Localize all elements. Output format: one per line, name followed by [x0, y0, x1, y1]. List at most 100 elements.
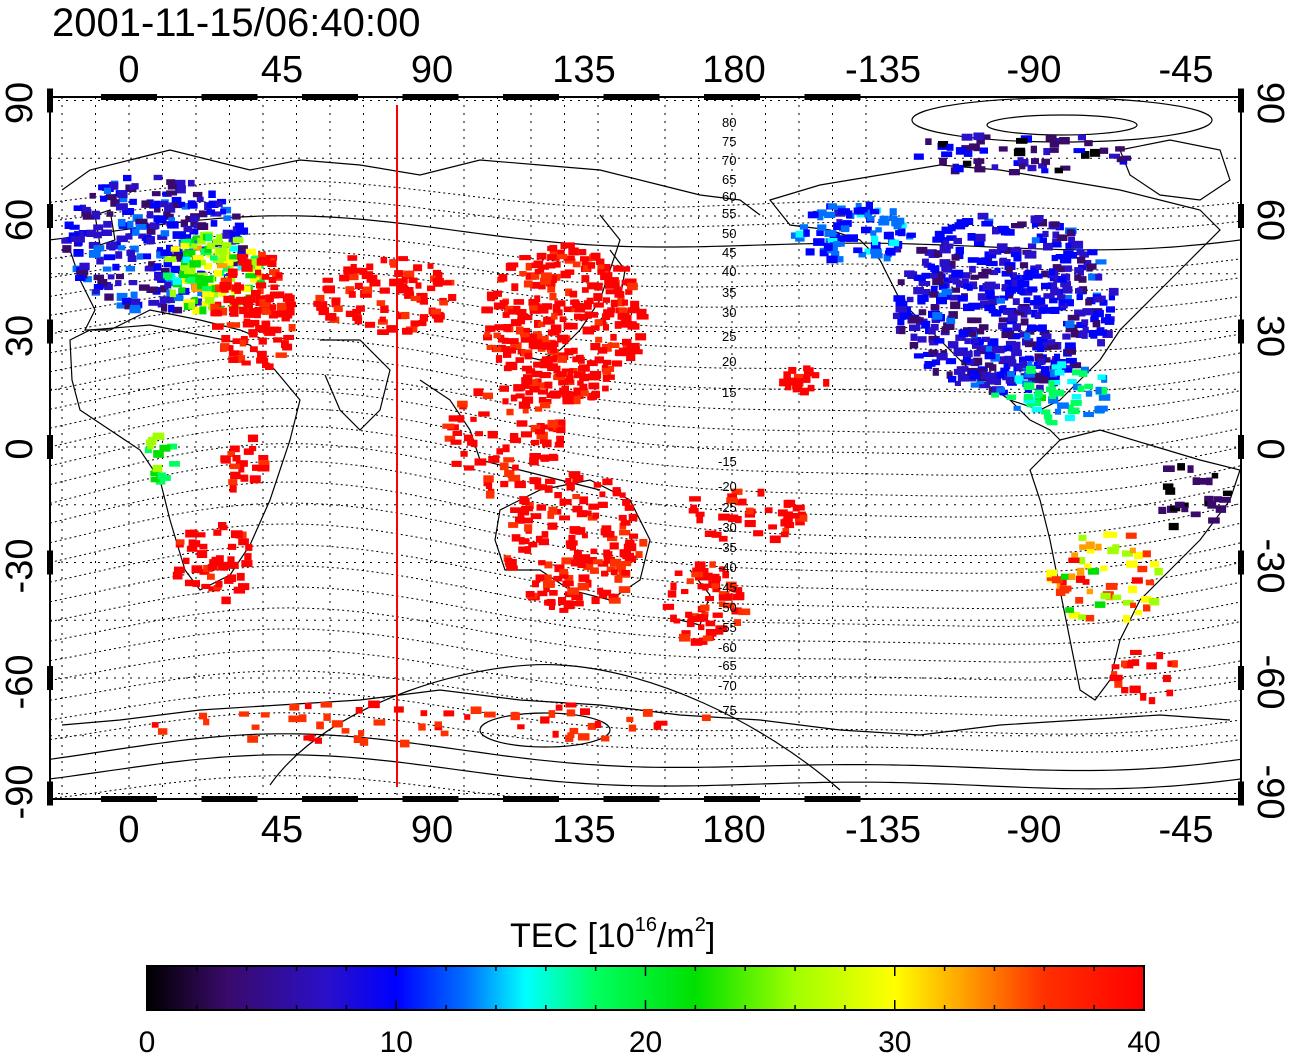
lat-tick-label: 30: [1249, 315, 1291, 357]
tec-sample: [525, 368, 536, 374]
tec-sample: [565, 600, 574, 606]
tec-sample: [1088, 273, 1096, 281]
tec-sample: [853, 247, 863, 254]
tec-sample: [1071, 552, 1079, 560]
geomag-label: 40: [722, 264, 736, 279]
tec-sample: [503, 457, 515, 463]
tec-sample: [204, 297, 215, 304]
tec-sample: [592, 559, 603, 565]
tec-sample: [270, 284, 279, 291]
tec-sample: [1079, 286, 1088, 293]
tec-sample: [251, 289, 261, 297]
tec-sample: [588, 373, 600, 381]
tec-sample: [838, 208, 850, 215]
tec-sample: [909, 315, 919, 322]
tec-sample: [1067, 404, 1074, 412]
tec-sample: [80, 204, 86, 211]
geomag-contour: [50, 372, 1241, 435]
tec-sample: [254, 307, 265, 314]
tec-sample: [1063, 367, 1073, 373]
tec-sample: [223, 260, 234, 266]
tec-sample: [1064, 342, 1076, 349]
colorbar-tick-label: 10: [380, 1026, 413, 1057]
tec-sample: [541, 531, 549, 538]
tec-sample: [1065, 320, 1075, 328]
tec-sample: [667, 590, 677, 598]
tec-sample: [510, 437, 522, 444]
tec-sample: [1031, 273, 1043, 279]
tec-sample: [238, 538, 249, 546]
tec-sample: [229, 308, 239, 317]
tec-sample: [499, 385, 509, 392]
tec-sample: [238, 583, 250, 591]
tec-sample: [718, 535, 728, 542]
tec-sample: [1095, 386, 1102, 395]
tec-sample: [601, 525, 612, 534]
tec-sample: [464, 714, 471, 720]
tec-sample: [138, 219, 148, 226]
geomag-contour: [50, 443, 1241, 518]
tec-sample: [941, 226, 953, 234]
tec-sample: [241, 560, 253, 568]
tec-sample: [579, 496, 589, 505]
tec-sample: [517, 384, 526, 391]
tec-sample: [1131, 577, 1143, 584]
tec-sample: [178, 201, 186, 207]
tec-sample: [353, 735, 362, 743]
tec-sample: [284, 312, 293, 319]
tec-sample: [227, 345, 234, 351]
tec-sample: [573, 371, 586, 379]
tec-sample: [144, 266, 154, 272]
tec-sample: [518, 537, 525, 545]
tec-sample: [619, 492, 626, 498]
tec-sample: [636, 314, 649, 320]
tec-sample: [248, 329, 258, 336]
tec-sample: [559, 568, 568, 575]
tec-sample: [322, 277, 333, 283]
tec-sample: [127, 220, 134, 229]
tec-sample: [178, 287, 186, 294]
lat-tick-label: -30: [1249, 539, 1291, 594]
tec-sample: [1039, 329, 1050, 335]
tec-sample: [167, 221, 179, 229]
tec-sample: [839, 235, 852, 242]
tec-sample: [268, 326, 279, 332]
tec-sample: [116, 235, 128, 243]
tec-sample: [504, 469, 515, 477]
tec-sample: [482, 392, 493, 399]
tec-sample: [593, 302, 604, 308]
tec-sample: [86, 229, 97, 237]
tec-sample: [1204, 495, 1214, 502]
tec-sample: [162, 272, 173, 279]
tec-sample: [823, 379, 830, 387]
tec-sample: [913, 153, 924, 160]
tec-sample: [976, 328, 985, 335]
tec-sample: [547, 522, 558, 530]
tec-sample: [525, 591, 535, 598]
tec-sample: [973, 233, 986, 242]
tec-sample: [201, 300, 209, 307]
tec-sample: [614, 349, 626, 356]
tec-sample: [889, 208, 897, 216]
tec-sample: [947, 224, 956, 232]
tec-sample: [991, 309, 1002, 317]
tec-sample: [593, 482, 602, 488]
tec-sample: [712, 587, 721, 593]
tec-sample: [537, 382, 546, 389]
tec-sample: [237, 263, 245, 271]
tec-sample: [380, 256, 388, 264]
tec-sample: [962, 160, 972, 167]
tec-sample: [247, 735, 259, 743]
tec-sample: [147, 436, 155, 444]
tec-sample: [921, 272, 931, 279]
geomag-contour: [50, 232, 1241, 271]
tec-sample: [979, 147, 988, 154]
tec-sample: [470, 706, 482, 714]
coastline-segment: [61, 149, 761, 216]
tec-sample: [1011, 279, 1020, 287]
tec-sample: [1162, 483, 1174, 490]
tec-sample: [256, 282, 267, 289]
tec-sample: [541, 342, 553, 350]
tec-sample: [240, 258, 249, 266]
tec-sample: [961, 133, 973, 141]
